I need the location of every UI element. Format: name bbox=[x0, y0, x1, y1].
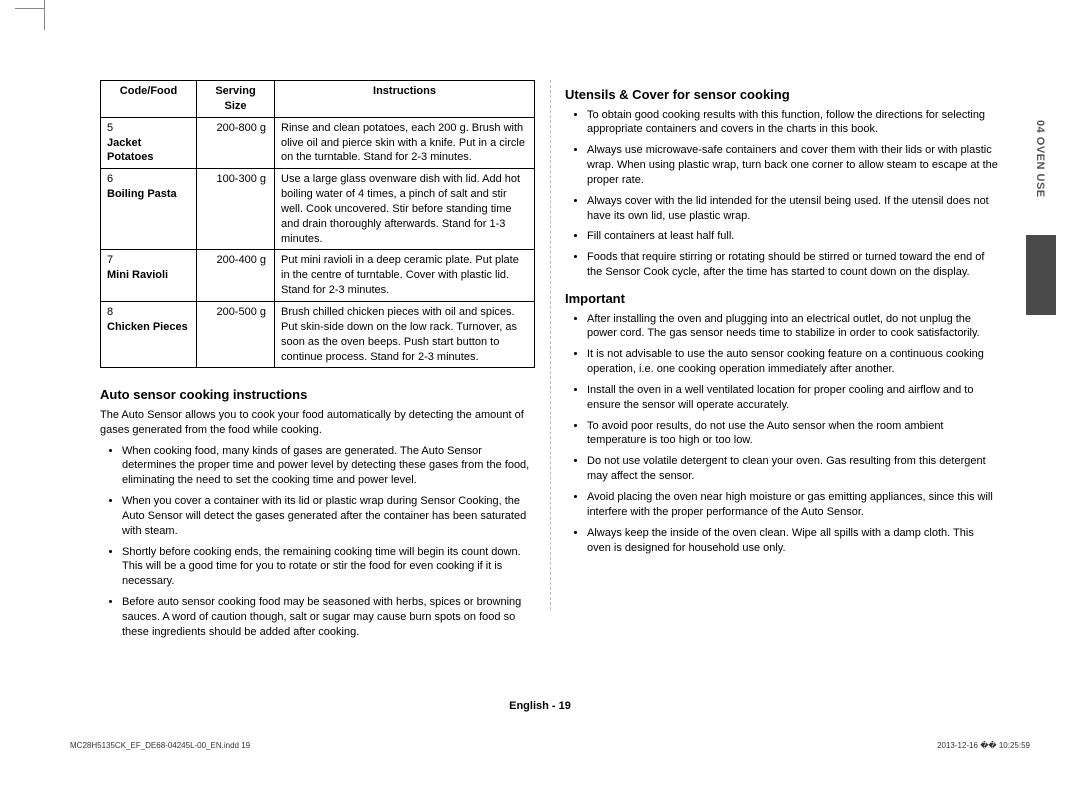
code-name: Jacket Potatoes bbox=[107, 137, 153, 164]
code-num: 5 bbox=[107, 121, 190, 136]
side-tab-block bbox=[1026, 235, 1056, 315]
cell-instr: Rinse and clean potatoes, each 200 g. Br… bbox=[275, 117, 535, 169]
table-row: 8Chicken Pieces 200-500 g Brush chilled … bbox=[101, 301, 535, 367]
left-bullet-list: When cooking food, many kinds of gases a… bbox=[100, 444, 535, 640]
heading-important: Important bbox=[565, 290, 1000, 308]
side-tab-text: 04 OVEN USE bbox=[1032, 120, 1047, 230]
cell-instr: Brush chilled chicken pieces with oil an… bbox=[275, 301, 535, 367]
table-row: 6Boiling Pasta 100-300 g Use a large gla… bbox=[101, 169, 535, 250]
code-num: 6 bbox=[107, 172, 190, 187]
list-item: Install the oven in a well ventilated lo… bbox=[587, 383, 1000, 413]
list-item: To avoid poor results, do not use the Au… bbox=[587, 419, 1000, 449]
list-item: It is not advisable to use the auto sens… bbox=[587, 347, 1000, 377]
heading-utensils: Utensils & Cover for sensor cooking bbox=[565, 86, 1000, 104]
code-name: Mini Ravioli bbox=[107, 269, 168, 281]
list-item: When you cover a container with its lid … bbox=[122, 494, 535, 539]
list-item: Shortly before cooking ends, the remaini… bbox=[122, 545, 535, 590]
right-column: Utensils & Cover for sensor cooking To o… bbox=[565, 80, 1000, 650]
list-item: Before auto sensor cooking food may be s… bbox=[122, 595, 535, 640]
code-num: 8 bbox=[107, 305, 190, 320]
column-divider bbox=[550, 80, 551, 610]
table-row: 5Jacket Potatoes 200-800 g Rinse and cle… bbox=[101, 117, 535, 169]
th-serving: Serving Size bbox=[197, 81, 275, 118]
list-item: Foods that require stirring or rotating … bbox=[587, 250, 1000, 280]
food-table: Code/Food Serving Size Instructions 5Jac… bbox=[100, 80, 535, 368]
th-instructions: Instructions bbox=[275, 81, 535, 118]
side-tab: 04 OVEN USE bbox=[1032, 120, 1052, 230]
lead-text: The Auto Sensor allows you to cook your … bbox=[100, 408, 535, 438]
th-code: Code/Food bbox=[101, 81, 197, 118]
table-row: 7Mini Ravioli 200-400 g Put mini ravioli… bbox=[101, 250, 535, 302]
cell-serving: 200-400 g bbox=[197, 250, 275, 302]
list-item: Always cover with the lid intended for t… bbox=[587, 194, 1000, 224]
list-item: Do not use volatile detergent to clean y… bbox=[587, 454, 1000, 484]
list-item: After installing the oven and plugging i… bbox=[587, 312, 1000, 342]
list-item: Always keep the inside of the oven clean… bbox=[587, 526, 1000, 556]
cell-serving: 100-300 g bbox=[197, 169, 275, 250]
heading-auto-sensor: Auto sensor cooking instructions bbox=[100, 386, 535, 404]
code-num: 7 bbox=[107, 253, 190, 268]
indd-footer: MC28H5135CK_EF_DE68-04245L-00_EN.indd 19… bbox=[70, 741, 1030, 752]
page-footer: English - 19 bbox=[0, 699, 1080, 714]
cell-instr: Use a large glass ovenware dish with lid… bbox=[275, 169, 535, 250]
crop-marks bbox=[44, 0, 54, 30]
indd-right: 2013-12-16 �� 10:25:59 bbox=[937, 741, 1030, 752]
utensils-bullet-list: To obtain good cooking results with this… bbox=[565, 108, 1000, 280]
cell-serving: 200-800 g bbox=[197, 117, 275, 169]
list-item: Fill containers at least half full. bbox=[587, 229, 1000, 244]
indd-left: MC28H5135CK_EF_DE68-04245L-00_EN.indd 19 bbox=[70, 741, 250, 752]
code-name: Chicken Pieces bbox=[107, 321, 188, 333]
important-bullet-list: After installing the oven and plugging i… bbox=[565, 312, 1000, 556]
cell-instr: Put mini ravioli in a deep ceramic plate… bbox=[275, 250, 535, 302]
list-item: Always use microwave-safe containers and… bbox=[587, 143, 1000, 188]
list-item: Avoid placing the oven near high moistur… bbox=[587, 490, 1000, 520]
code-name: Boiling Pasta bbox=[107, 188, 177, 200]
left-column: Code/Food Serving Size Instructions 5Jac… bbox=[100, 80, 535, 650]
list-item: To obtain good cooking results with this… bbox=[587, 108, 1000, 138]
list-item: When cooking food, many kinds of gases a… bbox=[122, 444, 535, 489]
cell-serving: 200-500 g bbox=[197, 301, 275, 367]
